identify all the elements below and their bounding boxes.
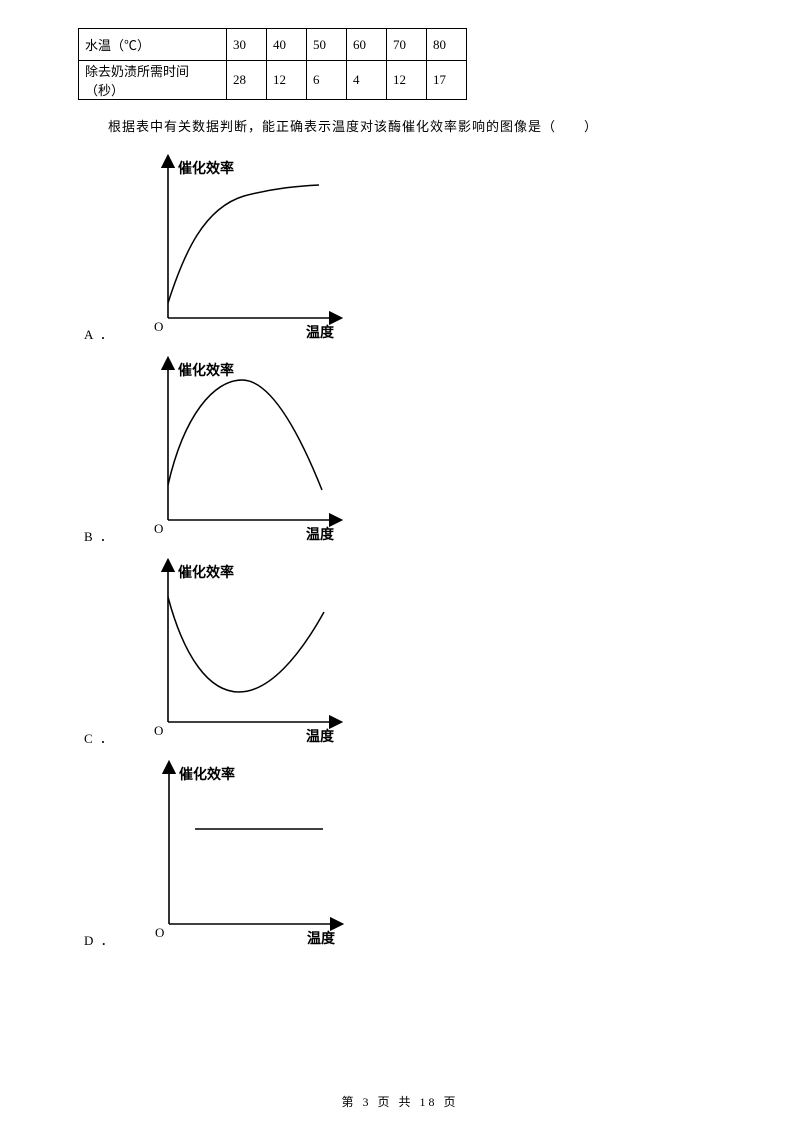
cell: 12 xyxy=(387,61,427,100)
chart-a: 催化效率 温度 O xyxy=(124,153,344,343)
curve xyxy=(168,380,322,490)
y-axis-label: 催化效率 xyxy=(178,160,234,177)
cell: 40 xyxy=(267,29,307,61)
cell: 6 xyxy=(307,61,347,100)
origin-label: O xyxy=(154,319,163,334)
cell: 80 xyxy=(427,29,467,61)
option-label: B ． xyxy=(84,526,115,545)
y-axis-label: 催化效率 xyxy=(179,766,235,783)
page-footer: 第 3 页 共 18 页 xyxy=(0,1093,800,1110)
x-axis-label: 温度 xyxy=(306,728,335,745)
cell: 17 xyxy=(427,61,467,100)
chart-c: 催化效率 温度 O xyxy=(124,557,344,747)
origin-label: O xyxy=(155,925,164,940)
curve xyxy=(168,597,324,692)
curve xyxy=(168,185,319,303)
table-row: 除去奶渍所需时间（秒） 28 12 6 4 12 17 xyxy=(79,61,467,100)
option-d: D ． 催化效率 温度 O xyxy=(84,759,722,949)
cell: 30 xyxy=(227,29,267,61)
option-label: C ． xyxy=(84,728,115,747)
table-row: 水温（℃） 30 40 50 60 70 80 xyxy=(79,29,467,61)
option-c: C ． 催化效率 温度 O xyxy=(84,557,722,747)
x-axis-label: 温度 xyxy=(306,324,335,341)
option-label: D ． xyxy=(84,930,116,949)
cell: 除去奶渍所需时间（秒） xyxy=(79,61,227,100)
cell: 12 xyxy=(267,61,307,100)
cell: 60 xyxy=(347,29,387,61)
option-a: A ． 催化效率 温度 O xyxy=(84,153,722,343)
option-label: A ． xyxy=(84,324,115,343)
origin-label: O xyxy=(154,723,163,738)
y-axis-label: 催化效率 xyxy=(178,564,234,581)
cell: 4 xyxy=(347,61,387,100)
y-axis-label: 催化效率 xyxy=(178,362,234,379)
cell: 50 xyxy=(307,29,347,61)
x-axis-label: 温度 xyxy=(306,526,335,543)
chart-b: 催化效率 温度 O xyxy=(124,355,344,545)
chart-d: 催化效率 温度 O xyxy=(125,759,345,949)
option-b: B ． 催化效率 温度 O xyxy=(84,355,722,545)
origin-label: O xyxy=(154,521,163,536)
cell: 70 xyxy=(387,29,427,61)
data-table: 水温（℃） 30 40 50 60 70 80 除去奶渍所需时间（秒） 28 1… xyxy=(78,28,467,100)
question-text: 根据表中有关数据判断，能正确表示温度对该酶催化效率影响的图像是（ ） xyxy=(108,116,722,135)
x-axis-label: 温度 xyxy=(307,930,336,947)
cell: 28 xyxy=(227,61,267,100)
cell: 水温（℃） xyxy=(79,29,227,61)
